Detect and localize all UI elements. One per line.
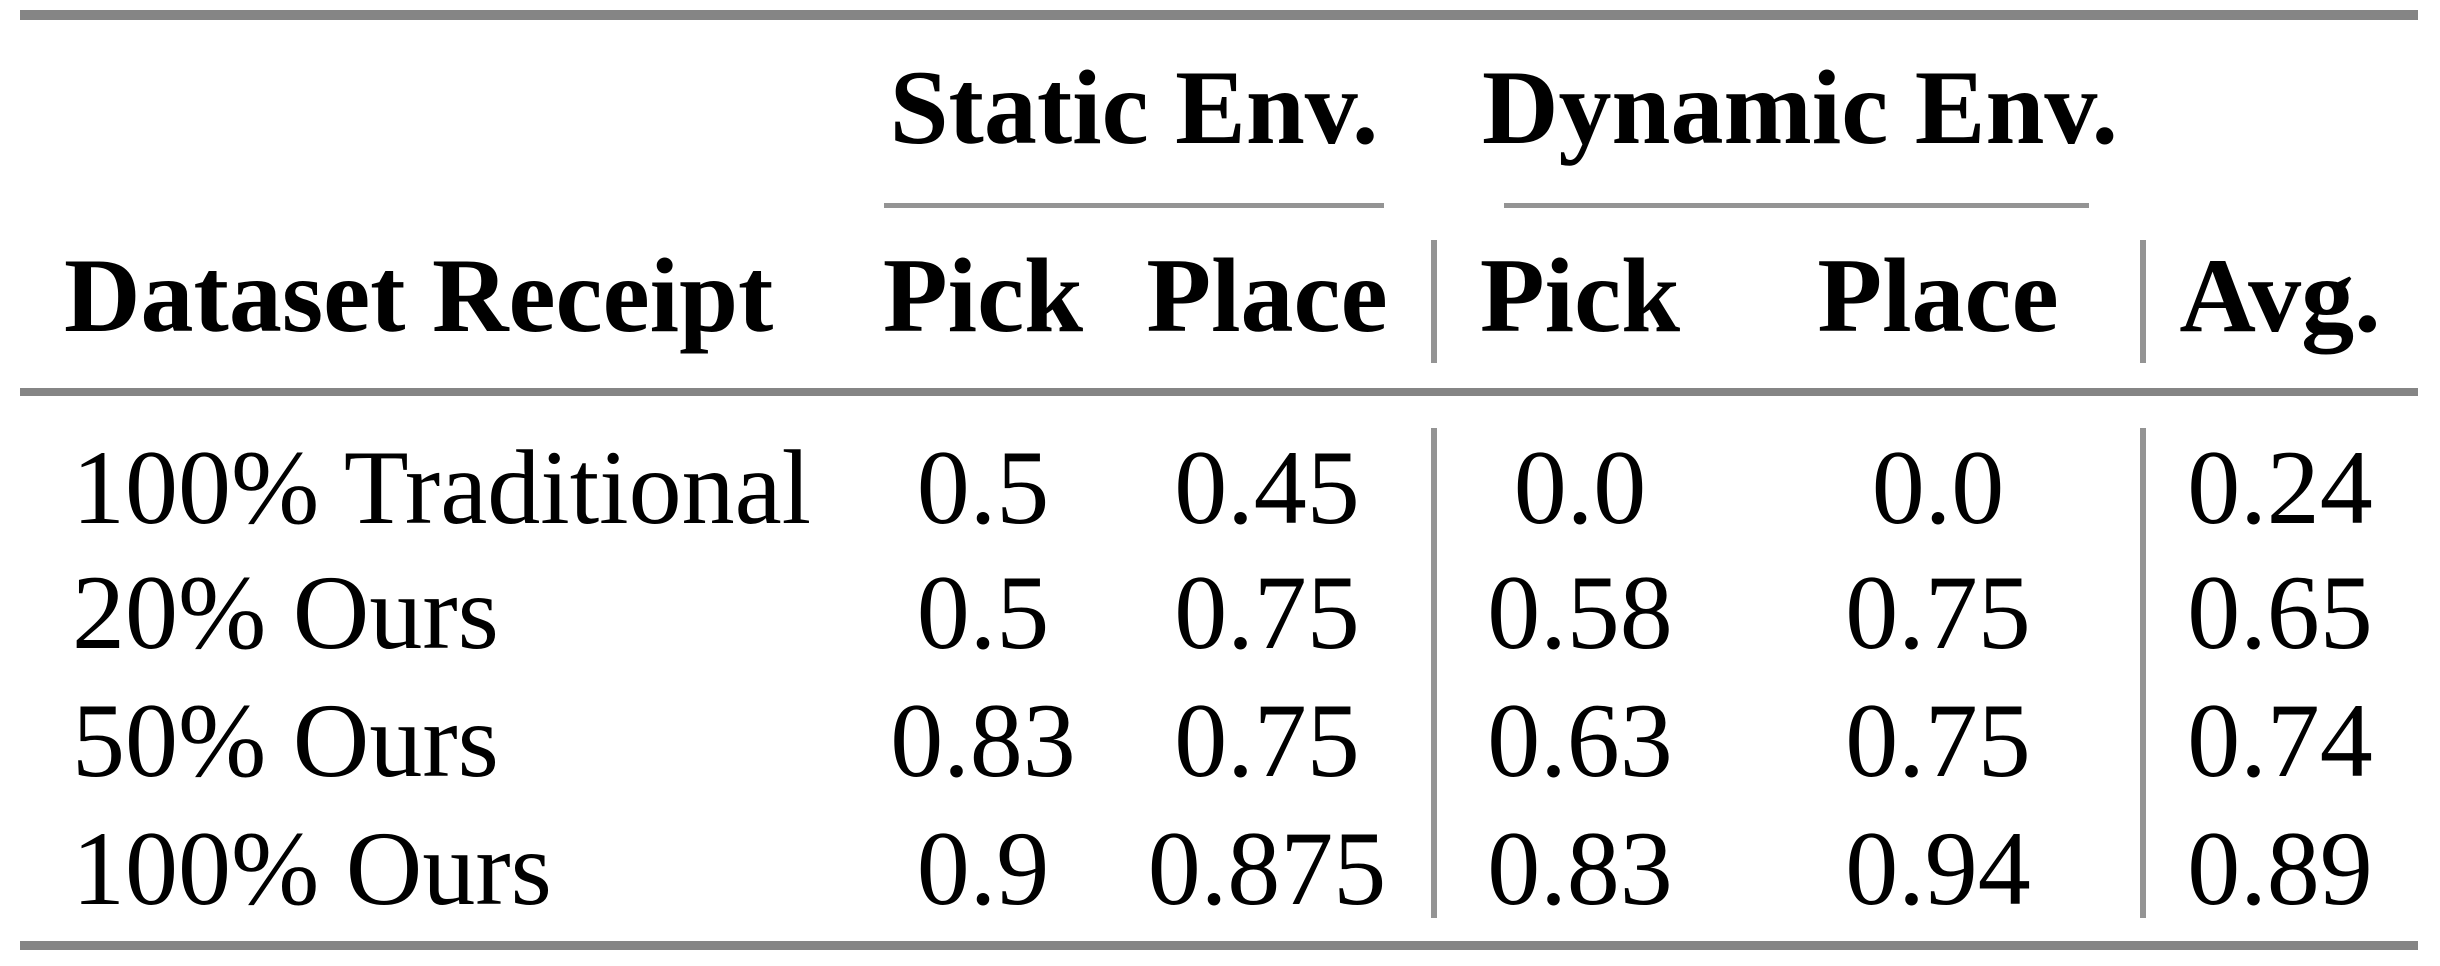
header-divider-dynamic-avg <box>2140 240 2146 363</box>
mid-rule <box>20 388 2418 396</box>
cell-value: 0.74 <box>2187 682 2373 799</box>
cell-value: 0.875 <box>1147 810 1387 927</box>
cell-value: 0.65 <box>2187 554 2373 671</box>
col-header-pick-dynamic: Pick <box>1479 237 1681 354</box>
cell-value: 0.63 <box>1487 682 1673 799</box>
cell-value: 0.75 <box>1845 554 2031 671</box>
body-divider-static-dynamic <box>1431 428 1437 918</box>
cell-value: 0.45 <box>1174 429 1360 546</box>
cell-value: 0.0 <box>1871 429 2005 546</box>
bottom-rule <box>20 941 2418 950</box>
cell-value: 0.75 <box>1174 554 1360 671</box>
static-group-underline <box>884 203 1384 208</box>
body-divider-dynamic-avg <box>2140 428 2146 918</box>
cell-value: 0.83 <box>890 682 1076 799</box>
group-header-dynamic-env: Dynamic Env. <box>1481 49 2119 166</box>
dynamic-group-underline <box>1504 203 2089 208</box>
cell-value: 0.5 <box>916 554 1050 671</box>
cell-value: 0.24 <box>2187 429 2373 546</box>
row-label: 100% Ours <box>72 810 552 927</box>
row-label: 20% Ours <box>72 554 499 671</box>
cell-value: 0.75 <box>1845 682 2031 799</box>
cell-value: 0.58 <box>1487 554 1673 671</box>
cell-value: 0.5 <box>916 429 1050 546</box>
col-header-pick-static: Pick <box>882 237 1084 354</box>
cell-value: 0.89 <box>2187 810 2373 927</box>
cell-value: 0.75 <box>1174 682 1360 799</box>
row-label: 50% Ours <box>72 682 499 799</box>
row-label: 100% Traditional <box>72 429 812 546</box>
top-rule <box>20 10 2418 20</box>
header-divider-static-dynamic <box>1431 240 1437 363</box>
cell-value: 0.83 <box>1487 810 1673 927</box>
cell-value: 0.9 <box>916 810 1050 927</box>
col-header-place-dynamic: Place <box>1817 237 2059 354</box>
col-header-dataset-receipt: Dataset Receipt <box>64 237 774 354</box>
cell-value: 0.94 <box>1845 810 2031 927</box>
col-header-place-static: Place <box>1146 237 1388 354</box>
group-header-static-env: Static Env. <box>889 49 1379 166</box>
col-header-avg: Avg. <box>2179 237 2381 354</box>
cell-value: 0.0 <box>1513 429 1647 546</box>
